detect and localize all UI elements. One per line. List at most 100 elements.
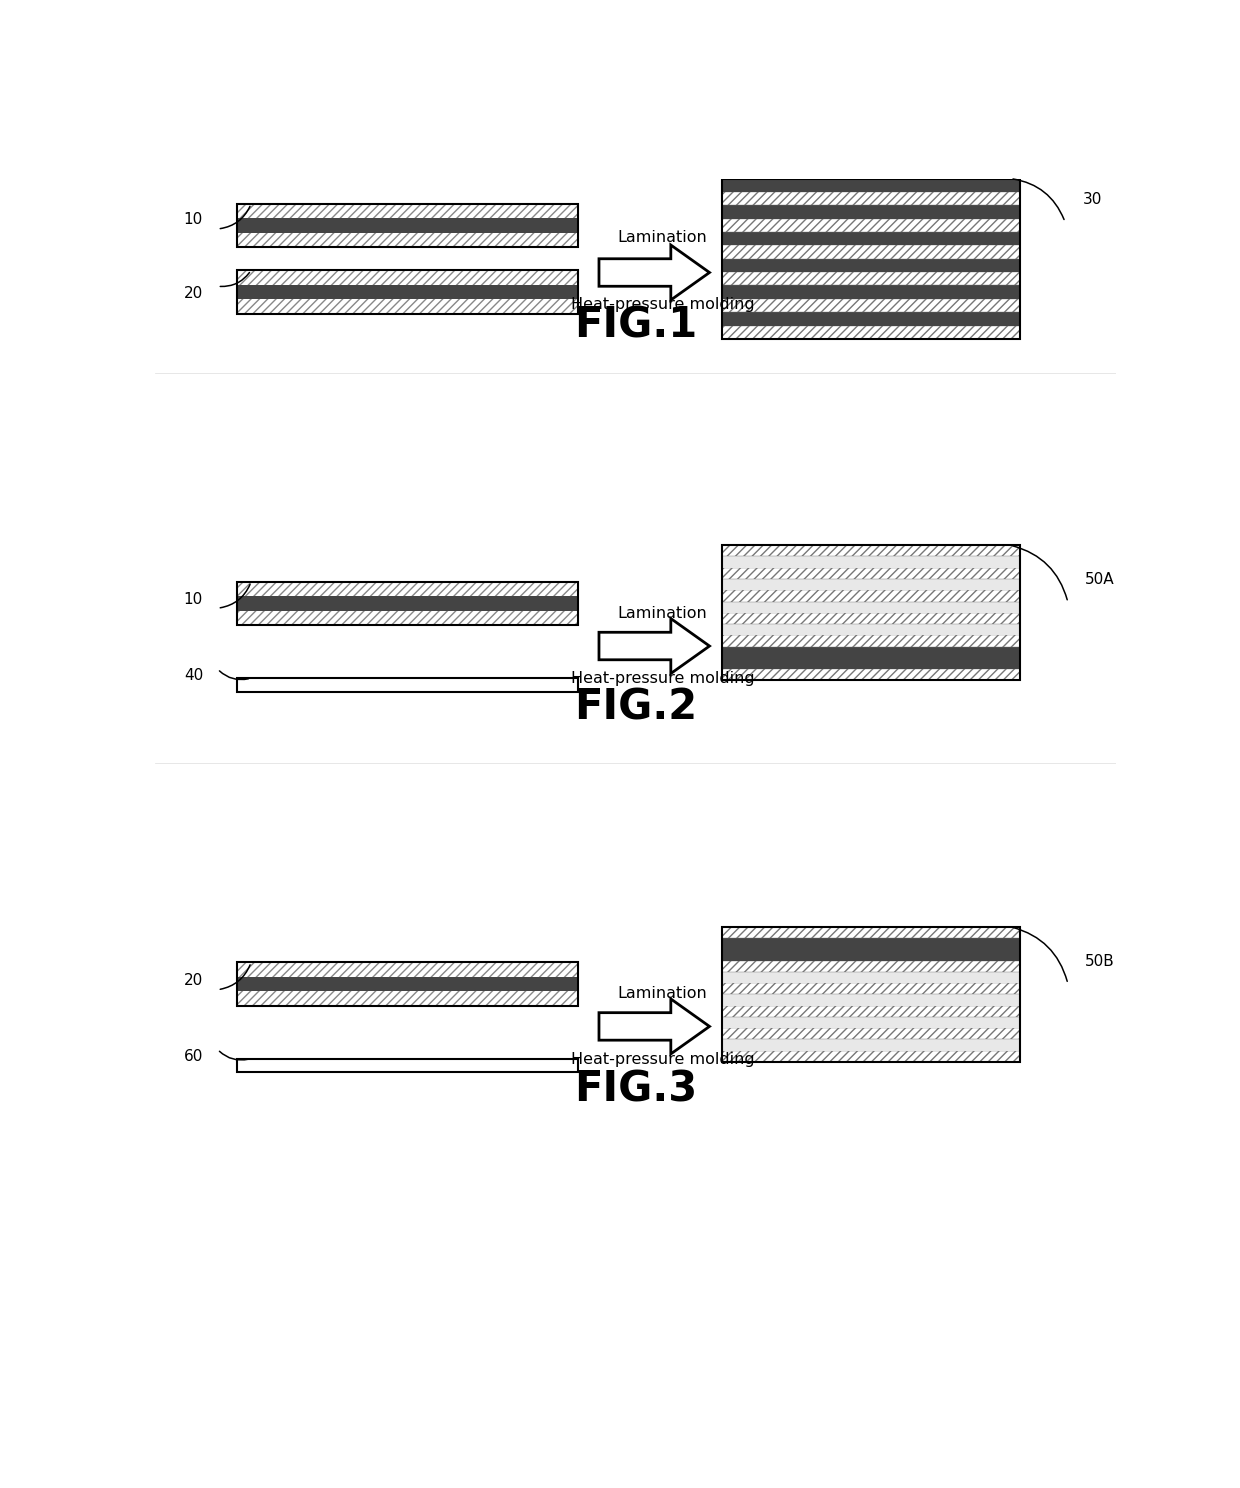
Text: Lamination: Lamination [618, 606, 707, 620]
Bar [722, 984, 1019, 994]
Bar [722, 670, 1019, 680]
Text: 50B: 50B [1085, 954, 1115, 969]
Bar [237, 612, 578, 625]
Bar [722, 927, 1019, 937]
Bar [237, 1058, 578, 1073]
Bar [722, 326, 1019, 339]
Bar [237, 963, 578, 976]
Bar [237, 271, 578, 314]
Bar [722, 1016, 1019, 1028]
Bar [237, 991, 578, 1006]
Polygon shape [599, 246, 709, 301]
Bar [722, 601, 1019, 613]
Bar [237, 204, 578, 247]
Bar [722, 326, 1019, 339]
Bar [722, 994, 1019, 1006]
Bar [237, 204, 578, 219]
Text: 30: 30 [1083, 192, 1101, 207]
Bar [722, 192, 1019, 205]
Bar [237, 299, 578, 314]
Bar [722, 545, 1019, 557]
Bar [237, 232, 578, 247]
Bar [722, 246, 1019, 259]
Bar [237, 963, 578, 1006]
Text: FIG.2: FIG.2 [574, 687, 697, 729]
Text: Heat-pressure molding: Heat-pressure molding [570, 296, 754, 311]
Bar [237, 679, 578, 692]
Bar [722, 613, 1019, 623]
Bar [722, 927, 1019, 1062]
Bar [722, 568, 1019, 579]
Text: 60: 60 [184, 1049, 203, 1064]
Bar [237, 582, 578, 597]
Bar [722, 1051, 1019, 1062]
Bar [722, 579, 1019, 591]
Bar [722, 1028, 1019, 1040]
Bar [722, 984, 1019, 994]
Bar [237, 582, 578, 597]
Bar [722, 1006, 1019, 1016]
Bar [237, 612, 578, 625]
Bar [722, 1040, 1019, 1051]
Bar [237, 976, 578, 991]
Bar [722, 299, 1019, 312]
Bar [722, 937, 1019, 949]
Bar [722, 232, 1019, 246]
Text: Heat-pressure molding: Heat-pressure molding [570, 671, 754, 686]
Bar [722, 591, 1019, 601]
Bar [722, 927, 1019, 937]
Text: 50A: 50A [1085, 571, 1115, 588]
Bar [722, 1051, 1019, 1062]
Bar [722, 545, 1019, 557]
Bar [722, 259, 1019, 272]
Polygon shape [599, 998, 709, 1054]
Text: 10: 10 [184, 592, 203, 607]
Text: Heat-pressure molding: Heat-pressure molding [570, 1052, 754, 1067]
Bar [722, 1028, 1019, 1040]
Bar [237, 299, 578, 314]
Bar [237, 204, 578, 219]
Bar [722, 591, 1019, 601]
Text: FIG.3: FIG.3 [574, 1068, 697, 1110]
Bar [722, 179, 1019, 339]
Bar [722, 658, 1019, 670]
Text: FIG.1: FIG.1 [574, 304, 697, 347]
Bar [237, 284, 578, 299]
Bar [722, 557, 1019, 568]
Bar [722, 623, 1019, 635]
Polygon shape [599, 619, 709, 674]
Bar [237, 232, 578, 247]
Text: 40: 40 [184, 668, 203, 683]
Bar [722, 961, 1019, 972]
Text: 20: 20 [184, 973, 203, 988]
Bar [722, 246, 1019, 259]
Bar [722, 179, 1019, 192]
Bar [237, 963, 578, 976]
Text: 20: 20 [184, 286, 203, 301]
Bar [722, 972, 1019, 984]
Bar [722, 949, 1019, 961]
Bar [237, 597, 578, 612]
Bar [237, 219, 578, 232]
Bar [722, 219, 1019, 232]
Text: Lamination: Lamination [618, 231, 707, 246]
Bar [722, 647, 1019, 658]
Bar [722, 670, 1019, 680]
Bar [722, 635, 1019, 647]
Bar [237, 271, 578, 284]
Text: Lamination: Lamination [618, 987, 707, 1001]
Bar [722, 635, 1019, 647]
Bar [722, 205, 1019, 219]
Bar [722, 312, 1019, 326]
Bar [722, 545, 1019, 680]
Text: 10: 10 [184, 213, 203, 228]
Bar [722, 219, 1019, 232]
Bar [237, 271, 578, 284]
Bar [722, 286, 1019, 299]
Bar [722, 961, 1019, 972]
Bar [237, 582, 578, 625]
Bar [722, 272, 1019, 286]
Bar [722, 299, 1019, 312]
Bar [722, 568, 1019, 579]
Bar [722, 1006, 1019, 1016]
